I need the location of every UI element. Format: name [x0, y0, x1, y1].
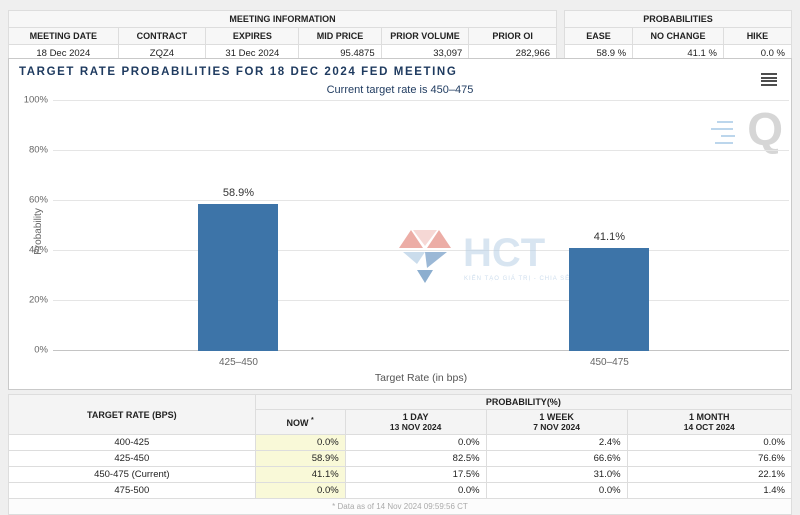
y-axis-tick-label: 20% [28, 294, 48, 306]
bar-value-label: 41.1% [593, 231, 625, 244]
logo-diamond-triangle [427, 230, 451, 248]
rate-range-cell: 450-475 (Current) [8, 466, 256, 483]
x-axis-tick-label: 450–475 [589, 357, 629, 368]
week-prob-cell: 2.4% [485, 434, 628, 451]
bar-slot-450-475: 41.1% [569, 101, 650, 351]
q-speedline-icon [715, 142, 733, 144]
table-footnote-row: * Data as of 14 Nov 2024 09:59:56 CT [8, 498, 792, 515]
col-prior-volume: PRIOR VOLUME [380, 27, 470, 45]
col-meeting-date: MEETING DATE [8, 27, 119, 45]
probability-bar[interactable] [569, 248, 650, 351]
meeting-info-title: MEETING INFORMATION [8, 10, 557, 28]
hct-watermark-tagline: KIẾN TẠO GIÁ TRỊ - CHIA SẺ THÀNH CÔNG [464, 275, 597, 282]
target-rate-chart-panel: TARGET RATE PROBABILITIES FOR 18 DEC 202… [8, 58, 792, 390]
y-gridline: 60% [29, 195, 789, 206]
col-target-rate-bps: TARGET RATE (BPS) [8, 394, 256, 435]
probabilities-summary-table: PROBABILITIES EASE NO CHANGE HIKE 58.9 %… [563, 10, 793, 63]
logo-diamond-triangle [425, 252, 447, 268]
day-prob-cell: 82.5% [344, 450, 487, 467]
table-row: 400-425 0.0% 0.0% 2.4% 0.0% [8, 434, 793, 451]
chart-menu-hamburger-icon[interactable] [761, 73, 777, 86]
logo-diamond-triangle [403, 252, 425, 264]
x-axis-title: Target Rate (in bps) [374, 372, 468, 384]
bar-value-label: 58.9% [222, 186, 255, 199]
col-1-day: 1 DAY 13 NOV 2024 [344, 409, 487, 435]
hct-logo-watermark: HCT KIẾN TẠO GIÁ TRỊ - CHIA SẺ THÀNH CÔN… [399, 230, 597, 283]
probability-bar[interactable] [198, 203, 279, 351]
y-gridline: 20% [29, 295, 789, 306]
plot-area: Probability 0% 20% 40% 60% 80% 100% HCT KIẾN … [24, 95, 789, 384]
y-axis-tick-label: 80% [28, 144, 48, 156]
chart-subtitle: Current target rate is 450–475 [326, 84, 474, 96]
y-axis-tick-label: 40% [28, 244, 48, 256]
y-gridline: 40% [29, 245, 789, 256]
day-prob-cell: 17.5% [344, 466, 487, 483]
month-prob-cell: 76.6% [626, 450, 793, 467]
week-prob-cell: 31.0% [485, 466, 628, 483]
now-footnote-marker: * [311, 416, 314, 424]
col-ease: EASE [563, 27, 634, 45]
col-now: NOW * [254, 409, 346, 435]
probability-history-table: TARGET RATE (BPS) PROBABILITY(%) NOW * 1… [8, 394, 793, 515]
month-prob-cell: 0.0% [626, 434, 793, 451]
rate-range-cell: 475-500 [8, 482, 256, 499]
x-axis-tick-label: 425–450 [219, 357, 258, 368]
col-expires: EXPIRES [205, 27, 300, 45]
col-hike: HIKE [722, 27, 793, 45]
y-gridline: 80% [29, 145, 789, 156]
logo-diamond-triangle [413, 230, 437, 246]
meeting-information-table: MEETING INFORMATION MEETING DATE CONTRAC… [8, 10, 557, 63]
q-speedline-icon [717, 121, 733, 123]
col-1-week: 1 WEEK 7 NOV 2024 [485, 409, 628, 435]
now-prob-cell: 0.0% [254, 482, 346, 499]
y-axis-tick-label: 60% [28, 194, 48, 206]
y-axis-tick-label: 100% [23, 94, 48, 106]
now-prob-cell: 0.0% [254, 434, 346, 451]
probability-history-section: TARGET RATE (BPS) PROBABILITY(%) NOW * 1… [8, 394, 793, 515]
col-contract: CONTRACT [117, 27, 207, 45]
col-no-change: NO CHANGE [632, 27, 724, 45]
week-prob-cell: 0.0% [485, 482, 628, 499]
quikstrike-q-watermark: Q [711, 103, 783, 155]
rate-range-cell: 425-450 [8, 450, 256, 467]
rate-range-cell: 400-425 [8, 434, 256, 451]
probabilities-title: PROBABILITIES [564, 10, 792, 28]
col-mid-price: MID PRICE [298, 27, 382, 45]
logo-diamond-triangle [399, 230, 423, 248]
y-gridline: 0% [34, 345, 789, 356]
table-row: 425-450 58.9% 82.5% 66.6% 76.6% [8, 450, 793, 467]
top-summary-bar: MEETING INFORMATION MEETING DATE CONTRAC… [8, 10, 793, 63]
col-prior-oi: PRIOR OI [468, 27, 557, 45]
col-1-month: 1 MONTH 14 OCT 2024 [626, 409, 793, 435]
week-prob-cell: 66.6% [485, 450, 628, 467]
data-as-of-footnote: * Data as of 14 Nov 2024 09:59:56 CT [8, 498, 792, 515]
day-prob-cell: 0.0% [344, 434, 487, 451]
q-speedline-icon [711, 128, 733, 130]
chart-title: TARGET RATE PROBABILITIES FOR 18 DEC 202… [19, 66, 458, 78]
y-gridline: 100% [24, 95, 789, 106]
y-axis-tick-label: 0% [34, 344, 48, 356]
logo-diamond-triangle [417, 270, 433, 283]
bar-slot-425-450: 58.9% [198, 101, 279, 351]
probability-group-header: PROBABILITY(%) [254, 394, 793, 410]
table-row: 475-500 0.0% 0.0% 0.0% 1.4% [8, 482, 793, 499]
day-prob-cell: 0.0% [344, 482, 487, 499]
month-prob-cell: 22.1% [626, 466, 793, 483]
table-row: 450-475 (Current) 41.1% 17.5% 31.0% 22.1… [8, 466, 793, 483]
q-speedline-icon [721, 135, 735, 137]
now-prob-cell: 41.1% [254, 466, 346, 483]
now-prob-cell: 58.9% [254, 450, 346, 467]
month-prob-cell: 1.4% [626, 482, 793, 499]
hct-watermark-text: HCT [463, 231, 545, 275]
q-letter: Q [747, 103, 783, 155]
